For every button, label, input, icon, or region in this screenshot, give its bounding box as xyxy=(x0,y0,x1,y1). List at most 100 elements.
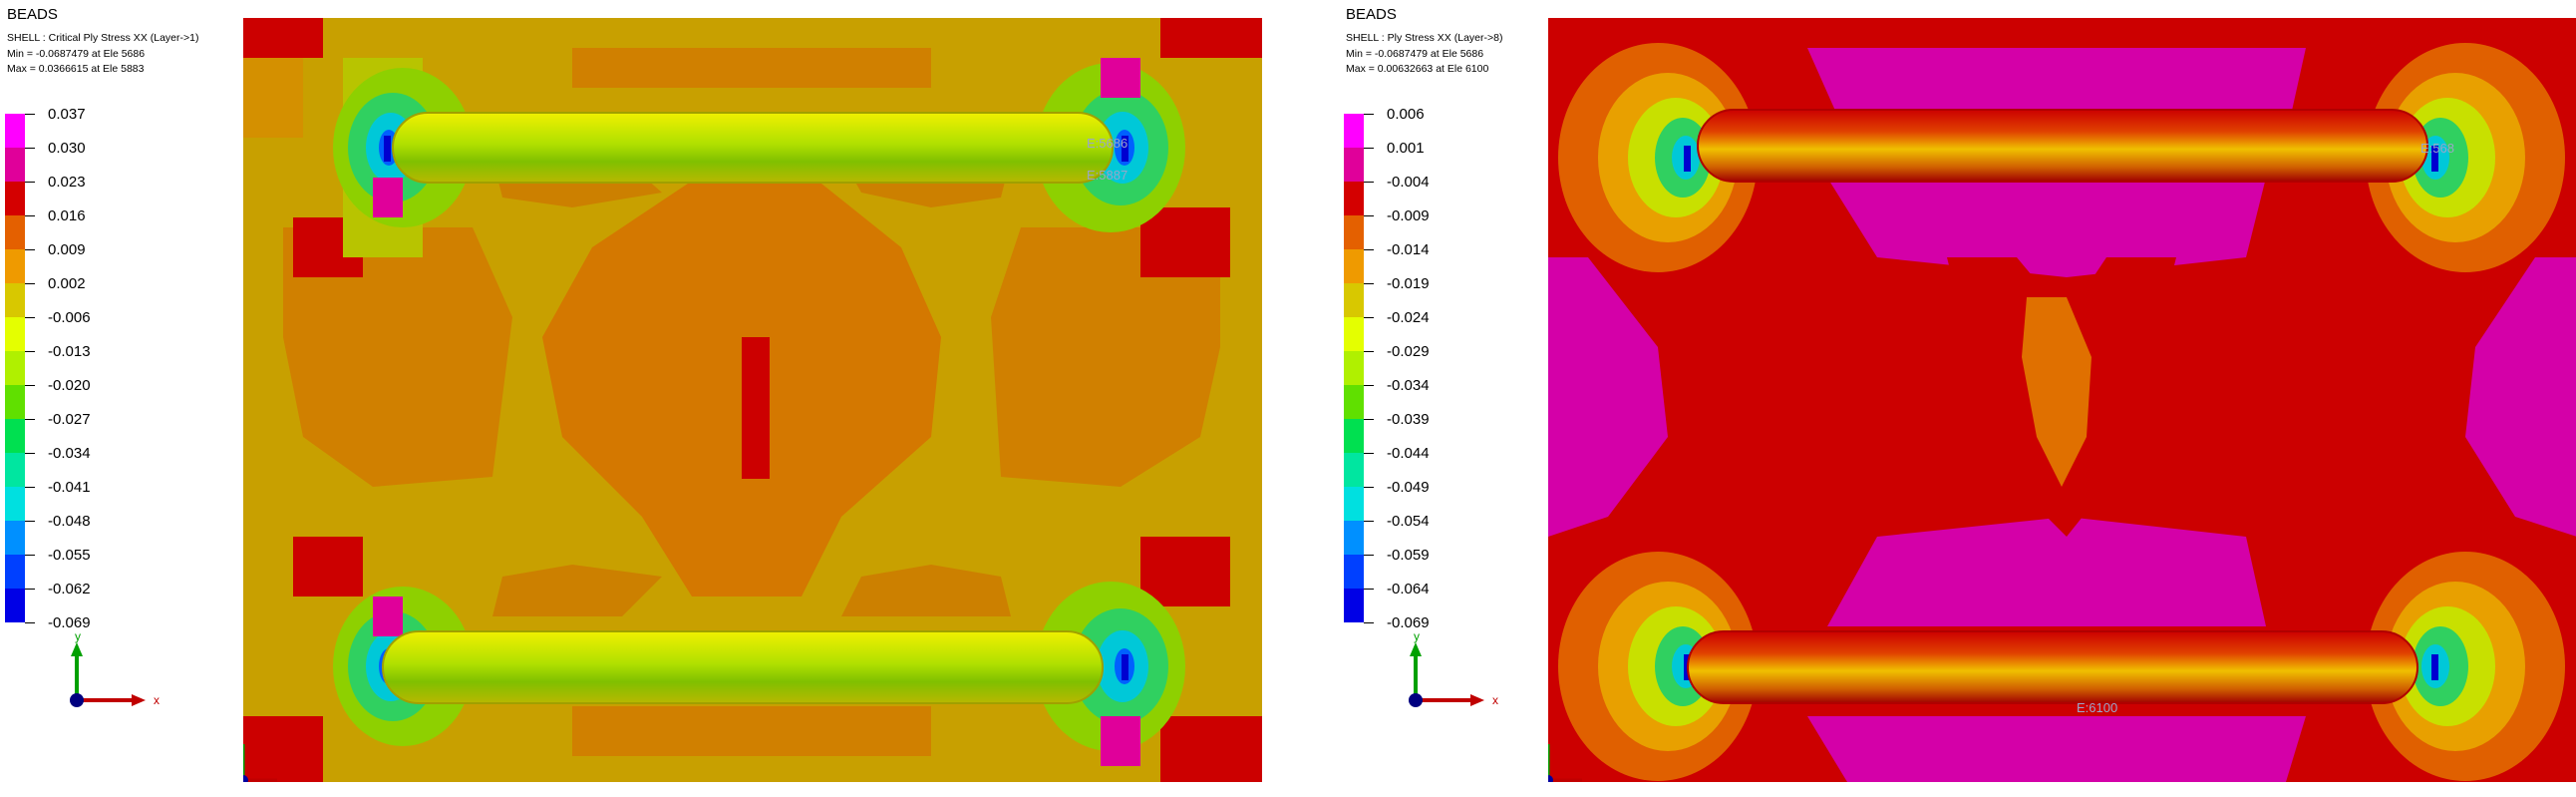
max-value-label: Max = 0.0366615 at Ele 5883 xyxy=(7,63,145,75)
axis-y-label: y xyxy=(75,630,81,643)
legend-tick xyxy=(25,385,35,386)
legend-value: -0.054 xyxy=(1387,513,1430,530)
contour-plot[interactable]: E:5686 E:5887 xyxy=(243,18,1262,782)
max-value-label: Max = 0.00632663 at Ele 6100 xyxy=(1346,63,1489,75)
legend-tick xyxy=(25,589,35,590)
legend-value: -0.013 xyxy=(48,343,91,360)
legend-value: -0.048 xyxy=(48,513,91,530)
legend-swatch xyxy=(5,114,25,148)
legend-tick xyxy=(1364,351,1374,352)
min-value-label: Min = -0.0687479 at Ele 5686 xyxy=(7,48,146,60)
legend-swatch xyxy=(5,148,25,182)
legend-swatch xyxy=(5,555,25,589)
legend-value: -0.009 xyxy=(1387,207,1430,224)
legend-tick xyxy=(1364,182,1374,183)
legend-swatch xyxy=(5,182,25,215)
legend-tick xyxy=(25,317,35,318)
legend-swatch xyxy=(1344,317,1364,351)
legend-swatch xyxy=(5,385,25,419)
legend-swatch xyxy=(1344,589,1364,622)
legend-value: -0.014 xyxy=(1387,241,1430,258)
axis-triad: y x xyxy=(1409,630,1498,707)
legend-value: 0.001 xyxy=(1387,140,1425,157)
result-type-label: SHELL : Critical Ply Stress XX (Layer->1… xyxy=(7,32,199,44)
legend-swatch xyxy=(1344,148,1364,182)
legend-tick xyxy=(1364,453,1374,454)
axis-y-label: y xyxy=(1414,630,1420,643)
legend-value: 0.006 xyxy=(1387,106,1425,123)
legend-swatch xyxy=(5,589,25,622)
model-name: BEADS xyxy=(7,6,58,23)
legend-swatch xyxy=(1344,385,1364,419)
legend-tick xyxy=(1364,114,1374,115)
legend-tick xyxy=(25,249,35,250)
bead-top xyxy=(1697,109,2428,183)
legend-swatch xyxy=(5,215,25,249)
legend-tick xyxy=(25,419,35,420)
result-type-label: SHELL : Ply Stress XX (Layer->8) xyxy=(1346,32,1503,44)
legend-value: 0.023 xyxy=(48,174,86,191)
model-viewport[interactable]: E:5686 E:5887 xyxy=(243,18,1262,782)
axis-x-label: x xyxy=(1492,693,1498,707)
legend-tick xyxy=(25,148,35,149)
model-name: BEADS xyxy=(1346,6,1397,23)
legend-swatch xyxy=(5,249,25,283)
legend-tick xyxy=(1364,521,1374,522)
legend-value: 0.016 xyxy=(48,207,86,224)
legend-swatch xyxy=(5,521,25,555)
legend-value: -0.069 xyxy=(48,614,91,631)
legend-tick xyxy=(25,182,35,183)
legend-tick xyxy=(1364,249,1374,250)
element-label: E:568 xyxy=(2420,141,2454,156)
legend-tick xyxy=(1364,283,1374,284)
legend-swatch xyxy=(1344,521,1364,555)
legend-swatch xyxy=(5,453,25,487)
legend-tick xyxy=(1364,555,1374,556)
legend-value: 0.037 xyxy=(48,106,86,123)
legend-swatch xyxy=(1344,487,1364,521)
legend-swatch xyxy=(5,317,25,351)
contour-plot[interactable]: E:568 E:6100 xyxy=(1548,18,2576,782)
legend-value: -0.041 xyxy=(48,479,91,496)
bead-bottom xyxy=(1687,630,2418,704)
legend-value: -0.006 xyxy=(48,309,91,326)
legend-swatch xyxy=(5,487,25,521)
legend-tick xyxy=(25,555,35,556)
legend-swatch xyxy=(5,283,25,317)
legend-tick xyxy=(25,487,35,488)
legend-swatch xyxy=(5,419,25,453)
legend-tick xyxy=(1364,148,1374,149)
axis-triad: y x xyxy=(70,630,160,707)
legend-value: 0.030 xyxy=(48,140,86,157)
model-viewport[interactable]: E:568 E:6100 xyxy=(1548,18,2576,782)
legend-swatch xyxy=(1344,114,1364,148)
left-result-panel: BEADS SHELL : Critical Ply Stress XX (La… xyxy=(5,6,1262,782)
legend-tick xyxy=(1364,385,1374,386)
element-label: E:5887 xyxy=(1087,168,1127,183)
legend-tick xyxy=(25,453,35,454)
bead-top xyxy=(392,112,1114,184)
legend-value: -0.062 xyxy=(48,581,91,598)
legend-value: -0.064 xyxy=(1387,581,1430,598)
bead-bottom xyxy=(382,630,1104,704)
legend-swatch xyxy=(5,351,25,385)
element-label: E:5686 xyxy=(1087,136,1127,151)
legend-swatch xyxy=(1344,555,1364,589)
legend-swatch xyxy=(1344,215,1364,249)
legend-tick xyxy=(25,351,35,352)
element-label: E:6100 xyxy=(2077,700,2117,715)
legend-value: -0.044 xyxy=(1387,445,1430,462)
legend-value: -0.029 xyxy=(1387,343,1430,360)
legend-value: -0.004 xyxy=(1387,174,1430,191)
legend-swatch xyxy=(1344,283,1364,317)
legend-tick xyxy=(25,622,35,623)
legend-tick xyxy=(25,114,35,115)
axis-x-label: x xyxy=(154,693,160,707)
legend-value: -0.024 xyxy=(1387,309,1430,326)
legend-value: -0.020 xyxy=(48,377,91,394)
legend-tick xyxy=(1364,622,1374,623)
legend-swatch xyxy=(1344,249,1364,283)
legend-value: 0.009 xyxy=(48,241,86,258)
legend-value: -0.069 xyxy=(1387,614,1430,631)
legend-value: -0.019 xyxy=(1387,275,1430,292)
